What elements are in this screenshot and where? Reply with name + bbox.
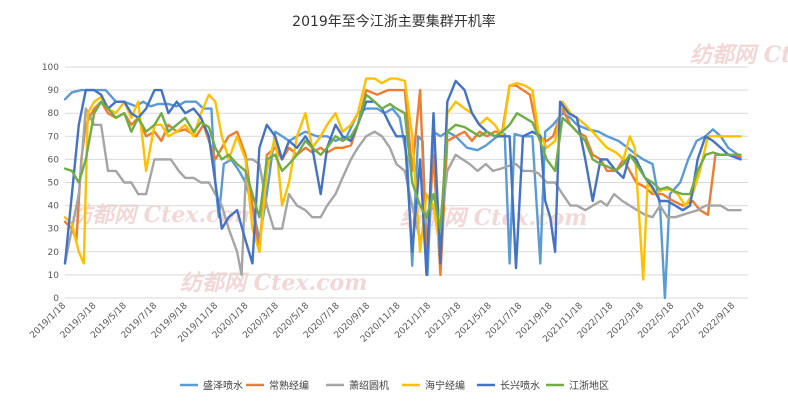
legend-label: 萧绍圆机 <box>349 379 389 392</box>
series-line <box>63 107 742 277</box>
legend-label: 常熟经编 <box>269 379 309 392</box>
y-tick-label: 90 <box>48 86 60 96</box>
series-line <box>63 77 742 281</box>
y-tick-label: 20 <box>48 248 60 258</box>
chart-title: 2019年至今江浙主要集群开机率 <box>292 13 496 30</box>
y-tick-label: 80 <box>48 109 60 119</box>
legend-label: 长兴喷水 <box>500 380 540 392</box>
x-axis: 2019/1/182019/3/182019/5/182019/7/182019… <box>28 301 737 345</box>
y-tick-label: 50 <box>48 179 60 189</box>
y-tick-label: 70 <box>48 132 60 142</box>
series-line <box>63 79 742 277</box>
watermark: 纺都网 Ctex.com <box>180 270 367 296</box>
legend: 盛泽喷水 常熟经编 萧绍圆机 海宁经编 长兴喷水 江浙地区 <box>180 379 609 392</box>
series-line <box>63 84 742 277</box>
legend-label: 盛泽喷水 <box>203 379 243 392</box>
series-layer <box>63 77 742 300</box>
y-tick-label: 0 <box>53 294 59 304</box>
legend-label: 海宁经编 <box>425 379 465 392</box>
series-line <box>63 93 742 230</box>
y-tick-label: 30 <box>48 225 60 235</box>
legend-label: 江浙地区 <box>569 379 609 392</box>
y-tick-label: 100 <box>42 63 59 73</box>
y-axis: 0 10 20 30 40 50 60 70 80 90 100 <box>42 63 59 304</box>
y-tick-label: 40 <box>48 202 60 212</box>
y-tick-label: 60 <box>48 155 60 165</box>
y-tick-label: 10 <box>48 271 60 281</box>
watermark: 纺都网 Ctex.com <box>690 42 788 68</box>
